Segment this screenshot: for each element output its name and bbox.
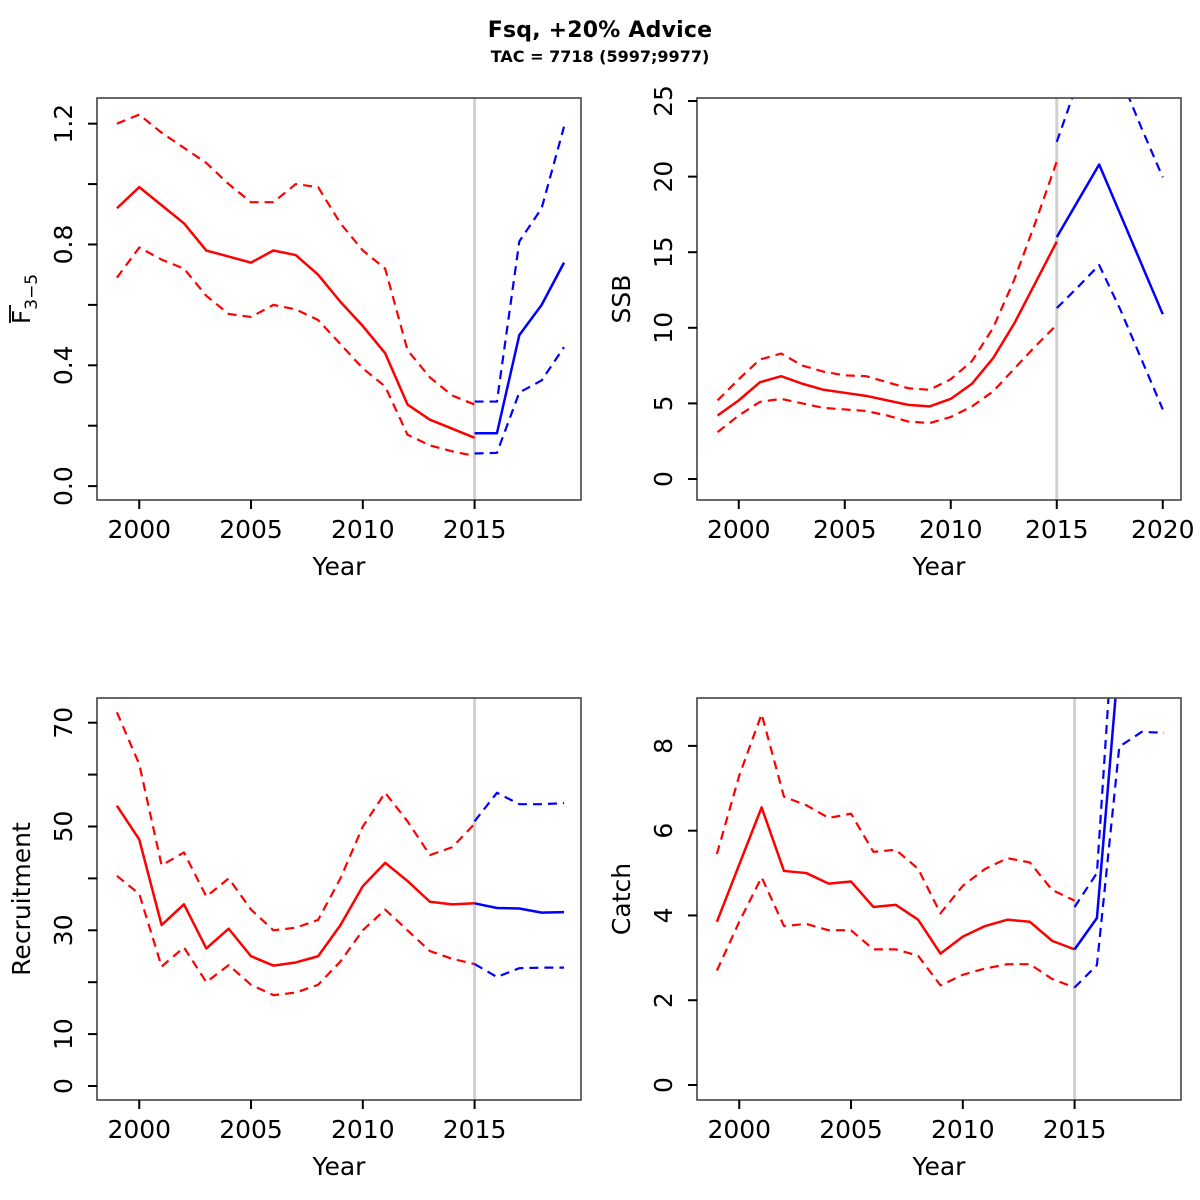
- series-fbar-hist-lower: [116, 246, 475, 457]
- x-tick-label: 2005: [219, 515, 283, 544]
- series-group: [715, 698, 1165, 989]
- series-ssb-proj-lower: [1055, 263, 1164, 410]
- y-axis-title: F3−5: [7, 274, 42, 324]
- x-tick-label: 2020: [1131, 515, 1195, 544]
- y-tick-label: 0.8: [49, 225, 78, 265]
- svg-text:Recruitment: Recruitment: [7, 822, 36, 976]
- y-tick-label: 0.4: [49, 345, 78, 385]
- x-tick-label: 2000: [107, 515, 171, 544]
- x-tick-label: 2010: [931, 1115, 995, 1144]
- panel-ssb: 2000 2005 2010 2015 2020 0 5 10 15 20 25 Year SSB: [600, 0, 1200, 600]
- series-ssb-hist-upper: [716, 161, 1058, 402]
- x-axis-title: Year: [312, 552, 367, 581]
- y-tick-label: 70: [49, 707, 78, 739]
- x-tick-label: 2000: [107, 1115, 171, 1144]
- x-tick-label: 2000: [707, 1115, 771, 1144]
- chart-ssb: 2000 2005 2010 2015 2020 0 5 10 15 20 25 Year SSB: [607, 85, 1195, 581]
- y-tick-label: 0: [649, 1077, 678, 1093]
- series-recruitment-hist-median: [115, 805, 475, 967]
- y-axis-title: SSB: [607, 275, 636, 324]
- series-fbar-proj-upper: [474, 126, 566, 403]
- series-group: [116, 113, 566, 457]
- panel-fbar: 2000 2005 2010 2015 0.0 0.4 0.8 1.2 Year F3−5: [0, 0, 600, 600]
- series-fbar-proj-median: [474, 262, 566, 435]
- panel-recruitment: 2000 2005 2010 2015 0 10 30 50 70 Year Recruitment: [0, 600, 600, 1200]
- plot-box: [696, 697, 1182, 1101]
- y-tick-label: 50: [49, 811, 78, 843]
- series-recruitment-proj-lower: [474, 963, 565, 979]
- series-ssb-proj-median: [1055, 163, 1164, 315]
- y-axis-title: Recruitment: [7, 822, 36, 976]
- plot-box: [696, 97, 1182, 501]
- x-tick-label: 2005: [819, 1115, 883, 1144]
- panel-catch: 2000 2005 2010 2015 0 2 4 6 8 Year Catch: [600, 600, 1200, 1200]
- series-ssb-proj-upper: [1055, 98, 1164, 178]
- series-recruitment-hist-upper: [115, 711, 476, 932]
- series-catch-hist-upper: [715, 713, 1076, 915]
- series-catch-proj-lower: [1073, 730, 1165, 989]
- series-recruitment-hist-lower: [116, 874, 475, 997]
- y-tick-label: 0: [649, 471, 678, 487]
- figure-subtitle: TAC = 7718 (5997;9977): [490, 47, 710, 66]
- y-tick-label: 8: [649, 738, 678, 754]
- series-fbar-hist-median: [116, 185, 476, 439]
- chart-catch: 2000 2005 2010 2015 0 2 4 6 8 Year Catch: [607, 697, 1182, 1181]
- x-tick-label: 2005: [813, 515, 877, 544]
- x-tick-label: 2015: [1025, 515, 1089, 544]
- x-axis-title: Year: [912, 1152, 967, 1181]
- x-tick-label: 2015: [443, 515, 507, 544]
- plot-box: [96, 697, 582, 1101]
- x-tick-label: 2010: [331, 515, 395, 544]
- y-tick-label: 0: [49, 1078, 78, 1094]
- series-ssb-hist-median: [716, 241, 1058, 417]
- y-tick-label: 4: [649, 907, 678, 923]
- y-tick-label: 25: [649, 85, 678, 117]
- series-group: [115, 711, 565, 997]
- chart-fbar: 2000 2005 2010 2015 0.0 0.4 0.8 1.2 Year F3−5: [7, 97, 582, 581]
- y-axis-title: Catch: [607, 863, 636, 935]
- series-group: [716, 98, 1164, 433]
- svg-text:Catch: Catch: [607, 863, 636, 935]
- chart-recruitment: 2000 2005 2010 2015 0 10 30 50 70 Year Recruitment: [7, 697, 582, 1181]
- x-tick-label: 2015: [443, 1115, 507, 1144]
- y-tick-label: 30: [49, 914, 78, 946]
- y-tick-label: 20: [649, 161, 678, 193]
- series-fbar-proj-lower: [474, 346, 565, 455]
- series-recruitment-proj-upper: [473, 791, 565, 822]
- y-tick-label: 2: [649, 992, 678, 1008]
- x-axis-title: Year: [312, 1152, 367, 1181]
- x-tick-label: 2015: [1043, 1115, 1107, 1144]
- figure-title: Fsq, +20% Advice: [487, 18, 713, 43]
- series-catch-hist-lower: [715, 876, 1075, 989]
- svg-text:F3−5: F3−5: [7, 274, 42, 324]
- y-tick-label: 6: [649, 823, 678, 839]
- series-ssb-hist-lower: [716, 324, 1058, 433]
- series-recruitment-proj-median: [474, 902, 565, 914]
- x-axis-title: Year: [912, 552, 967, 581]
- x-tick-label: 2010: [331, 1115, 395, 1144]
- y-tick-label: 10: [649, 312, 678, 344]
- x-tick-label: 2000: [707, 515, 771, 544]
- svg-text:SSB: SSB: [607, 275, 636, 324]
- x-tick-label: 2005: [219, 1115, 283, 1144]
- y-tick-label: 5: [649, 395, 678, 411]
- y-tick-label: 1.2: [49, 104, 78, 144]
- y-tick-label: 15: [649, 236, 678, 268]
- series-fbar-hist-upper: [116, 113, 476, 406]
- series-catch-proj-median: [1073, 698, 1117, 951]
- y-tick-label: 10: [49, 1018, 78, 1050]
- x-tick-label: 2010: [919, 515, 983, 544]
- y-tick-label: 0.0: [49, 466, 78, 506]
- plot-box: [96, 97, 582, 501]
- series-catch-hist-median: [715, 806, 1076, 955]
